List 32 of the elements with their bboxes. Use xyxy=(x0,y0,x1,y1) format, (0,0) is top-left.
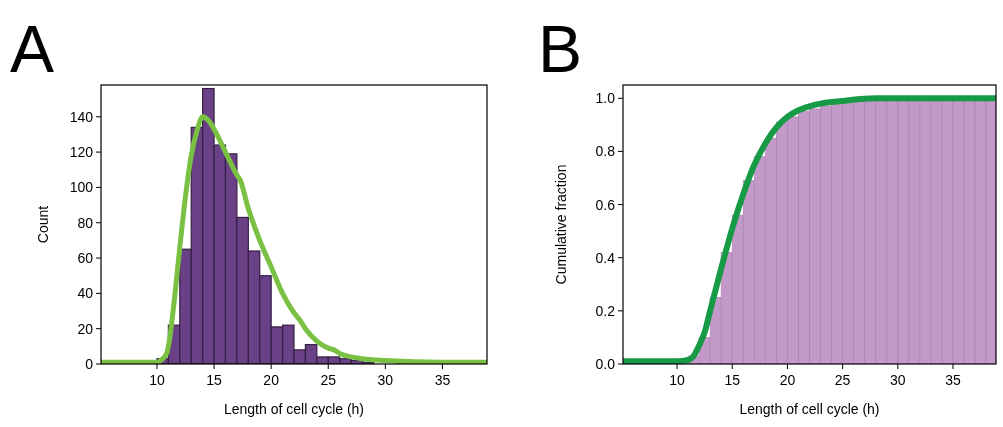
x-tick-label: 35 xyxy=(945,372,961,388)
y-tick-label: 0.0 xyxy=(595,356,616,372)
x-axis-title: Length of cell cycle (h) xyxy=(223,401,365,417)
x-tick-label: 10 xyxy=(149,372,165,388)
y-axis-title: Count xyxy=(35,205,51,244)
y-tick-label: 0 xyxy=(85,356,94,372)
y-tick-label: 40 xyxy=(77,285,94,302)
y-tick-label: 120 xyxy=(69,144,94,161)
y-tick-label: 20 xyxy=(77,320,94,337)
x-tick-label: 25 xyxy=(320,372,337,388)
x-tick-label: 10 xyxy=(669,372,686,388)
y-tick-label: 1.0 xyxy=(595,90,616,107)
x-tick-label: 20 xyxy=(779,372,796,388)
x-tick-label: 15 xyxy=(206,372,223,388)
x-axis-title: Length of cell cycle (h) xyxy=(739,401,880,417)
y-tick-label: 0.6 xyxy=(595,196,616,213)
y-tick-label: 0.2 xyxy=(595,302,616,319)
x-tick-label: 15 xyxy=(724,372,741,388)
chart-title: A xyxy=(10,12,55,86)
y-tick-label: 80 xyxy=(77,214,94,231)
y-tick-label: 60 xyxy=(77,250,94,267)
x-tick-label: 30 xyxy=(889,372,906,388)
x-tick-label: 35 xyxy=(434,372,451,388)
y-tick-label: 0.8 xyxy=(595,143,616,160)
x-tick-label: 30 xyxy=(377,372,394,388)
chart-title: B xyxy=(538,12,583,86)
y-tick-label: 100 xyxy=(69,179,94,196)
y-tick-label: 0.4 xyxy=(595,249,616,266)
y-axis-title: Cumulative fraction xyxy=(553,164,569,285)
x-tick-label: 20 xyxy=(263,372,280,388)
x-tick-label: 25 xyxy=(834,372,851,388)
y-tick-label: 140 xyxy=(69,108,94,125)
